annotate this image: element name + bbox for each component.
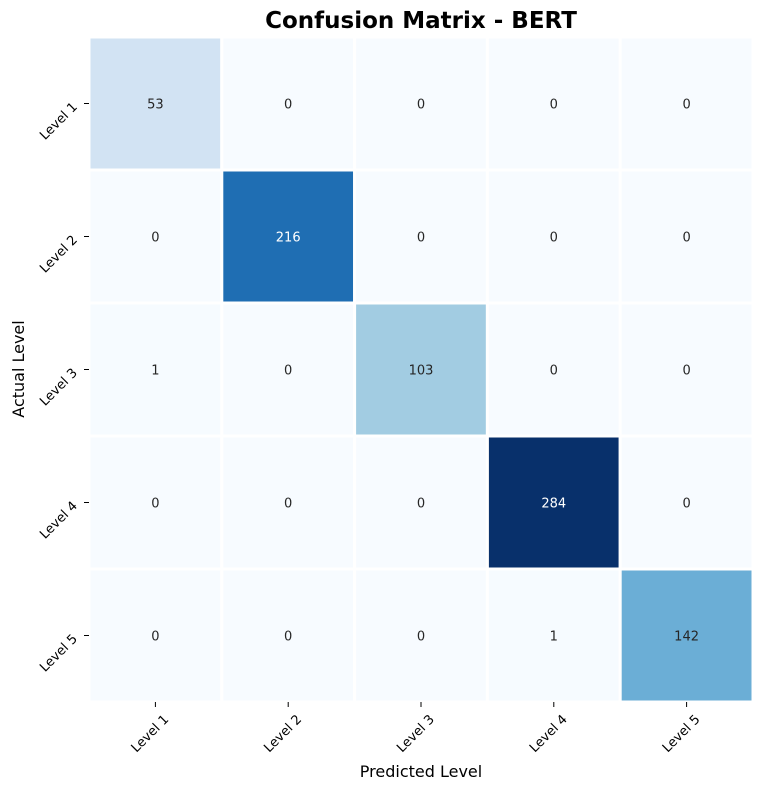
cell-value-label: 103: [409, 364, 434, 379]
chart-title: Confusion Matrix - BERT: [265, 8, 577, 34]
x-tick-label: Level 3: [394, 712, 438, 756]
y-tick-label: Level 3: [37, 366, 81, 410]
heatmap-cell: [220, 35, 357, 172]
cell-value-label: 0: [417, 98, 425, 113]
cell-value-label: 0: [284, 364, 292, 379]
y-tick-label: Level 4: [37, 499, 81, 543]
cell-value-label: 0: [151, 497, 159, 512]
heatmap-cell: [353, 168, 489, 305]
heatmap-cell: [485, 301, 622, 438]
y-tick-label: Level 5: [37, 632, 81, 676]
cell-value-label: 53: [147, 98, 164, 113]
x-tick-label: Level 2: [261, 712, 305, 756]
heatmap-cell: [353, 567, 489, 704]
cell-value-label: 0: [284, 98, 292, 113]
heatmap-cell: [220, 567, 357, 704]
x-tick-label: Level 4: [527, 712, 571, 756]
heatmap-cell: [618, 168, 755, 305]
x-tick-label: Level 1: [129, 712, 173, 756]
heatmap-cells: 53 0 0 0 0 0 216 0 0 0 1 0 103 0 0 0 0 0 284 0 0 0 0 1 142: [87, 35, 755, 704]
x-axis-label: Predicted Level: [360, 762, 482, 781]
cell-value-label: 0: [682, 98, 690, 113]
cell-value-label: 0: [550, 98, 558, 113]
cell-value-label: 0: [284, 630, 292, 645]
cell-value-label: 0: [682, 364, 690, 379]
y-tick-label: Level 2: [37, 233, 81, 277]
heatmap-cell: [220, 434, 357, 571]
heatmap-cell: [485, 434, 622, 571]
heatmap-cell: [220, 301, 357, 438]
y-tick-label: Level 1: [37, 100, 81, 144]
heatmap-cell: [87, 35, 224, 172]
cell-value-label: 0: [682, 231, 690, 246]
cell-value-label: 0: [550, 231, 558, 246]
cell-value-label: 142: [674, 630, 699, 645]
heatmap-cell: [618, 434, 755, 571]
heatmap-cell: [87, 567, 224, 704]
y-axis-label: Actual Level: [9, 320, 28, 417]
heatmap-cell: [353, 434, 489, 571]
y-axis-ticks: Level 1 Level 2 Level 3 Level 4 Level 5: [37, 100, 89, 676]
cell-value-label: 1: [550, 630, 558, 645]
cell-value-label: 0: [550, 364, 558, 379]
cell-value-label: 1: [151, 364, 159, 379]
x-axis-ticks: Level 1 Level 2 Level 3 Level 4 Level 5: [129, 702, 704, 756]
cell-value-label: 0: [682, 497, 690, 512]
cell-value-label: 0: [417, 497, 425, 512]
cell-value-label: 0: [151, 231, 159, 246]
cell-value-label: 0: [417, 630, 425, 645]
x-tick-label: Level 5: [660, 712, 704, 756]
cell-value-label: 284: [541, 497, 566, 512]
cell-value-label: 0: [417, 231, 425, 246]
cell-value-label: 0: [151, 630, 159, 645]
cell-value-label: 0: [284, 497, 292, 512]
cell-value-label: 216: [276, 231, 301, 246]
